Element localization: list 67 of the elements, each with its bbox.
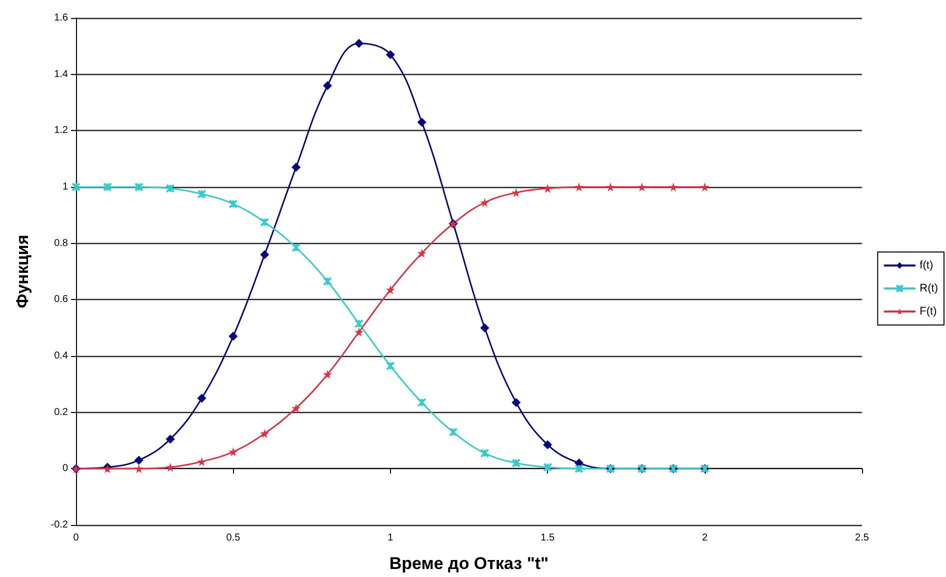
point	[543, 440, 552, 450]
point	[102, 182, 112, 192]
point	[228, 332, 238, 341]
point	[228, 447, 238, 456]
point	[700, 182, 710, 192]
point	[417, 248, 426, 258]
y-tick-label: 0	[62, 463, 68, 474]
point	[134, 464, 144, 474]
legend-label: F(t)	[920, 306, 937, 318]
point	[386, 50, 395, 60]
x-tick-label: 2	[702, 532, 708, 544]
point	[260, 250, 270, 260]
point	[512, 398, 521, 407]
point	[260, 218, 270, 227]
point	[197, 394, 206, 403]
x-tick-label: 1.5	[540, 532, 555, 544]
point	[323, 276, 332, 286]
x-axis-title: Време до Отказ "t"	[389, 554, 549, 573]
y-tick-label: 0.4	[54, 350, 68, 362]
point	[543, 462, 552, 472]
point	[197, 457, 206, 466]
point	[134, 182, 144, 192]
point	[637, 182, 646, 192]
point	[354, 38, 364, 48]
legend-label: f(t)	[920, 260, 934, 272]
y-axis-title: Функция	[13, 234, 32, 308]
point	[323, 370, 332, 379]
y-tick-label: 0.2	[54, 406, 68, 418]
point	[574, 464, 584, 474]
point	[668, 182, 678, 192]
y-tick-label: 0.8	[54, 238, 68, 249]
point	[386, 361, 395, 370]
point	[292, 243, 301, 252]
point	[166, 462, 175, 472]
point	[134, 456, 144, 465]
point	[448, 428, 458, 437]
point	[292, 162, 301, 172]
y-tick-label: 1.4	[54, 68, 68, 80]
point	[386, 285, 395, 294]
legend-label: R(t)	[920, 282, 938, 294]
y-tick-label: 0.6	[54, 294, 68, 306]
y-tick-label: 1	[62, 182, 68, 192]
point	[480, 198, 490, 207]
point	[543, 184, 552, 193]
point	[260, 428, 270, 438]
y-tick-label: -0.2	[50, 520, 68, 530]
point	[197, 190, 206, 199]
x-tick-label: 0.5	[226, 532, 241, 544]
point	[574, 182, 584, 192]
point	[480, 448, 490, 458]
point	[166, 184, 175, 193]
point	[480, 323, 490, 332]
point	[354, 319, 364, 328]
y-tick-label: 1.6	[54, 12, 68, 24]
point	[166, 434, 175, 444]
point	[417, 398, 426, 407]
point	[417, 118, 426, 127]
y-tick-label: 1.2	[54, 125, 68, 136]
point	[512, 458, 521, 468]
x-tick-label: 0	[73, 532, 80, 544]
point	[323, 81, 332, 90]
point	[228, 199, 238, 208]
x-tick-label: 2.5	[855, 532, 870, 544]
point	[354, 328, 364, 337]
x-tick-label: 1	[388, 532, 394, 544]
point	[606, 182, 615, 192]
point	[292, 404, 301, 413]
